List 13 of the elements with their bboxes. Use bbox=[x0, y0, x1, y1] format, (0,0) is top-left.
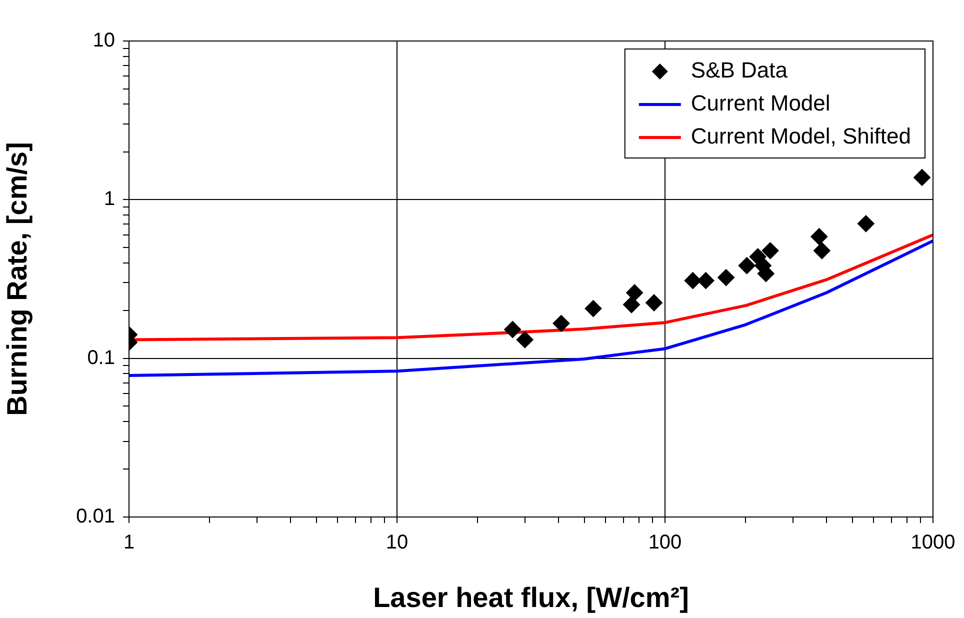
y-tick-label: 0.1 bbox=[87, 346, 115, 369]
legend-label: S&B Data bbox=[690, 58, 788, 83]
y-tick-label: 1 bbox=[104, 188, 115, 210]
y-axis-title: Burning Rate, [cm/s] bbox=[2, 142, 33, 416]
x-tick-label: 10 bbox=[386, 532, 408, 554]
x-tick-label: 1000 bbox=[910, 532, 956, 554]
y-tick-label: 0.01 bbox=[76, 506, 115, 528]
x-tick-label: 1 bbox=[123, 532, 135, 554]
x-axis-title: Laser heat flux, [W/cm²] bbox=[373, 582, 689, 613]
legend-label: Current Model bbox=[690, 90, 830, 116]
x-tick-label: 100 bbox=[648, 532, 682, 554]
legend-label: Current Model, Shifted bbox=[690, 124, 911, 149]
y-tick-label: 10 bbox=[92, 30, 115, 52]
